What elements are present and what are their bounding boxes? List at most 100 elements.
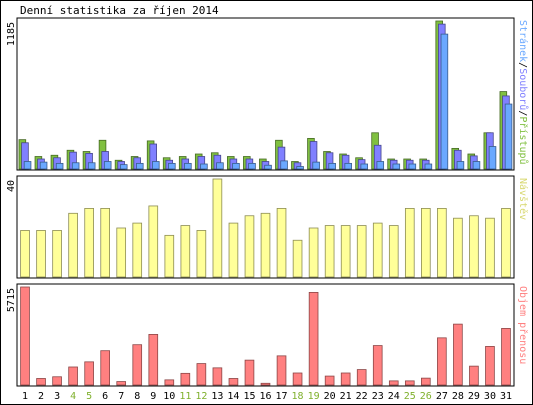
chart-title: Denní statistika za říjen 2014: [20, 4, 219, 17]
bar-visits-0-day-3: [52, 230, 62, 278]
x-tick-label-21: 21: [340, 391, 352, 402]
y-max-label: 1185: [6, 22, 17, 46]
x-tick-label-11: 11: [179, 391, 191, 402]
x-tick-label-14: 14: [227, 391, 239, 402]
x-tick-label-25: 25: [404, 391, 416, 402]
bar-visits-0-day-2: [36, 230, 46, 278]
x-tick-label-18: 18: [292, 391, 304, 402]
bar-visits-0-day-16: [260, 212, 271, 278]
bar-transfer-0-day-1: [20, 286, 30, 386]
x-tick-label-31: 31: [500, 391, 512, 402]
x-tick-label-27: 27: [436, 391, 448, 402]
bar-traffic-2-day-3: [55, 162, 64, 170]
x-tick-label-13: 13: [211, 391, 223, 402]
bar-transfer-0-day-13: [212, 367, 223, 386]
bar-traffic-2-day-7: [119, 164, 128, 170]
x-tick-label-23: 23: [372, 391, 384, 402]
legend-visits: Návštěv: [517, 178, 529, 220]
bar-traffic-2-day-1: [23, 161, 32, 170]
bar-traffic-2-day-27: [440, 33, 449, 170]
x-tick-label-6: 6: [102, 391, 108, 402]
bar-visits-0-day-31: [501, 207, 511, 278]
bar-traffic-2-day-29: [472, 161, 481, 170]
x-tick-label-24: 24: [388, 391, 400, 402]
bar-visits-0-day-10: [164, 234, 175, 278]
chart-panels: 1185 Stránek/Souborů/Přístupů 40 Návštěv 571…: [6, 17, 529, 387]
x-tick-label-16: 16: [259, 391, 271, 402]
bar-traffic-2-day-5: [87, 162, 96, 170]
bar-traffic-2-day-19: [312, 161, 320, 170]
bar-visits-0-day-5: [84, 207, 94, 278]
bar-traffic-2-day-9: [152, 161, 160, 170]
bar-visits-0-day-15: [244, 215, 255, 278]
bar-traffic-2-day-26: [424, 163, 433, 170]
bar-transfer-0-day-24: [388, 380, 399, 386]
x-axis-labels: 1 2 3 4 5 6 7 8 9 10 11 12 13 14 15 16 17 18 19 20 21 22 23 24 2…: [22, 391, 512, 402]
bar-transfer-0-day-21: [340, 372, 351, 386]
bar-transfer-0-day-29: [469, 365, 479, 386]
x-tick-label-22: 22: [356, 391, 368, 402]
bar-visits-0-day-17: [276, 207, 287, 278]
bar-visits-0-day-21: [340, 225, 351, 278]
bar-visits-0-day-8: [132, 222, 143, 278]
bar-traffic-2-day-21: [344, 162, 352, 170]
x-tick-label-20: 20: [324, 391, 336, 402]
legend-traffic: Stránek/Souborů/Přístupů: [517, 20, 529, 165]
x-tick-label-8: 8: [134, 391, 140, 402]
bar-visits-0-day-20: [324, 225, 335, 278]
bar-visits-0-day-26: [421, 207, 431, 278]
x-tick-label-26: 26: [420, 391, 432, 402]
bar-transfer-0-day-18: [292, 372, 303, 386]
legend-entry: Souborů: [517, 68, 529, 110]
panel-visits: 40 Návštěv: [6, 175, 529, 279]
bar-traffic-2-day-4: [71, 162, 80, 170]
bar-visits-0-day-29: [469, 215, 479, 278]
bar-transfer-0-day-27: [437, 337, 447, 386]
bar-traffic-2-day-8: [136, 162, 144, 170]
bar-traffic-2-day-23: [376, 161, 385, 170]
bar-transfer-0-day-22: [356, 369, 367, 386]
bar-transfer-0-day-28: [453, 323, 463, 386]
x-tick-label-29: 29: [468, 391, 480, 402]
bar-transfer-0-day-25: [404, 380, 415, 386]
bar-transfer-0-day-9: [148, 334, 159, 386]
bar-traffic-2-day-18: [296, 166, 304, 170]
bar-transfer-0-day-19: [308, 291, 319, 386]
bar-visits-0-day-25: [404, 207, 415, 278]
x-tick-label-15: 15: [243, 391, 255, 402]
bar-visits-0-day-12: [196, 230, 207, 278]
bar-traffic-2-day-22: [360, 163, 369, 170]
x-tick-label-9: 9: [150, 391, 156, 402]
bar-transfer-0-day-4: [68, 366, 78, 386]
x-tick-label-2: 2: [38, 391, 44, 402]
bar-transfer-0-day-20: [324, 375, 335, 386]
x-tick-label-17: 17: [276, 391, 288, 402]
bar-visits-0-day-6: [100, 207, 110, 278]
x-tick-label-28: 28: [452, 391, 464, 402]
bar-visits-0-day-22: [356, 225, 367, 278]
bar-visits-0-day-19: [308, 227, 319, 278]
bar-visits-0-day-27: [437, 207, 447, 278]
bar-transfer-0-day-3: [52, 376, 62, 386]
bar-visits-0-day-24: [388, 225, 399, 278]
bar-traffic-2-day-31: [504, 103, 513, 170]
legend-transfer: Objem přenosu: [517, 286, 529, 364]
bar-transfer-0-day-31: [501, 328, 511, 386]
bar-transfer-0-day-12: [196, 363, 207, 386]
legend-entry: Objem přenosu: [517, 286, 529, 364]
bar-transfer-0-day-10: [164, 379, 175, 386]
bar-traffic-2-day-20: [328, 162, 336, 170]
x-tick-label-10: 10: [163, 391, 175, 402]
x-tick-label-30: 30: [484, 391, 496, 402]
legend-separator: /: [517, 110, 528, 116]
bar-transfer-0-day-17: [276, 355, 287, 386]
bar-traffic-2-day-15: [248, 162, 256, 170]
y-max-label: 40: [6, 180, 17, 192]
bar-traffic-2-day-17: [280, 160, 288, 170]
bar-transfer-0-day-2: [36, 378, 46, 386]
bar-transfer-0-day-7: [116, 381, 127, 386]
bar-transfer-0-day-15: [244, 359, 255, 386]
bar-transfer-0-day-23: [372, 345, 383, 386]
y-max-label: 5715: [6, 288, 17, 312]
bar-visits-0-day-14: [228, 222, 239, 278]
